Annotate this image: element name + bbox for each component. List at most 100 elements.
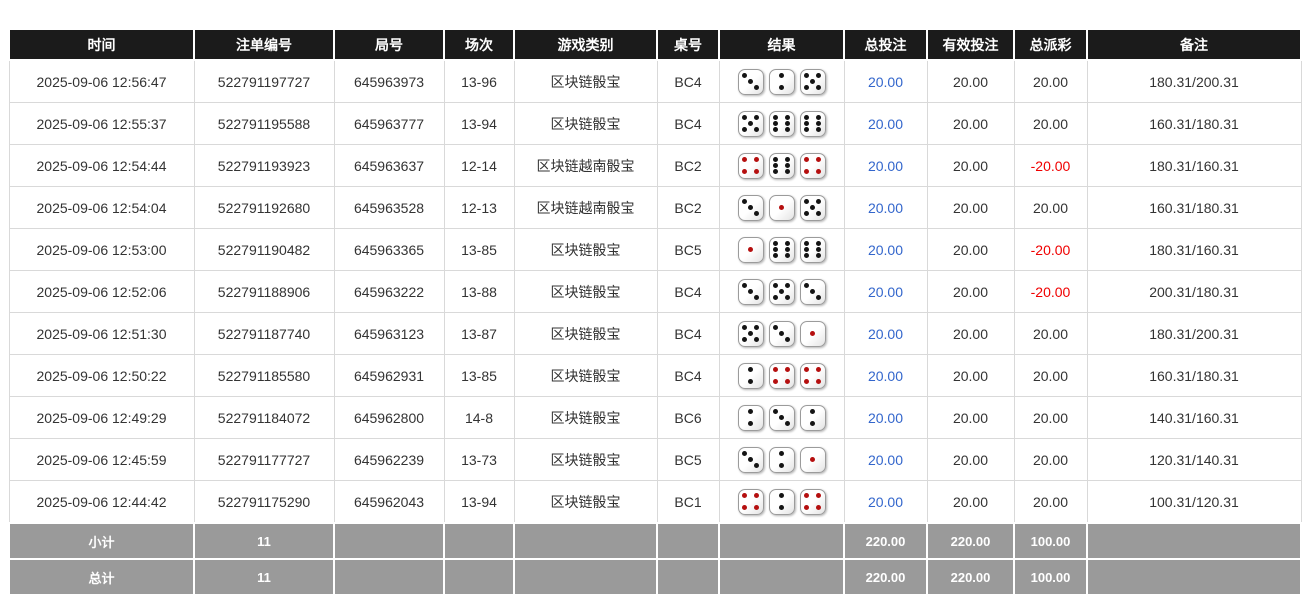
table-row: 2025-09-06 12:49:29 522791184072 645962800… bbox=[8, 396, 1302, 439]
total-bet-link[interactable]: 20.00 bbox=[843, 270, 928, 313]
die-face-4 bbox=[737, 488, 764, 515]
cell-time: 2025-09-06 12:55:37 bbox=[8, 102, 195, 145]
cell-total_payout: 20.00 bbox=[1013, 396, 1088, 439]
cell-remark: 180.31/200.31 bbox=[1086, 59, 1302, 103]
die-face-3 bbox=[737, 446, 764, 473]
cell-time: 2025-09-06 12:54:04 bbox=[8, 186, 195, 229]
total-remark bbox=[1086, 558, 1302, 596]
subtotal-total_payout: 100.00 bbox=[1013, 522, 1088, 560]
total-bet-link[interactable]: 20.00 bbox=[843, 59, 928, 103]
cell-total_payout: 20.00 bbox=[1013, 186, 1088, 229]
die-face-6 bbox=[768, 110, 795, 137]
total-bet-link[interactable]: 20.00 bbox=[843, 186, 928, 229]
subtotal-remark bbox=[1086, 522, 1302, 560]
total-round_no bbox=[333, 558, 445, 596]
total-bet-link[interactable]: 20.00 bbox=[843, 102, 928, 145]
cell-game_type: 区块链骰宝 bbox=[513, 270, 658, 313]
cell-game_type: 区块链骰宝 bbox=[513, 480, 658, 524]
header-row: 时间 注单编号 局号 场次 游戏类别 桌号 结果 总投注 有效投注 总派彩 备注 bbox=[8, 28, 1302, 61]
cell-time: 2025-09-06 12:51:30 bbox=[8, 312, 195, 355]
subtotal-valid_bet: 220.00 bbox=[926, 522, 1015, 560]
die-face-6 bbox=[768, 236, 795, 263]
cell-bet_no: 522791193923 bbox=[193, 144, 335, 187]
cell-result bbox=[718, 228, 845, 271]
cell-bet_no: 522791175290 bbox=[193, 480, 335, 524]
table-row: 2025-09-06 12:50:22 522791185580 645962931… bbox=[8, 354, 1302, 397]
die-face-3 bbox=[768, 404, 795, 431]
cell-game_type: 区块链骰宝 bbox=[513, 102, 658, 145]
column-header-total_payout: 总派彩 bbox=[1013, 28, 1088, 61]
die-face-1 bbox=[768, 194, 795, 221]
cell-game_type: 区块链骰宝 bbox=[513, 228, 658, 271]
total-bet-link[interactable]: 20.00 bbox=[843, 396, 928, 439]
cell-result bbox=[718, 144, 845, 187]
column-header-session: 场次 bbox=[443, 28, 515, 61]
bet-records-table: 时间 注单编号 局号 场次 游戏类别 桌号 结果 总投注 有效投注 总派彩 备注 2025-09-0… bbox=[8, 28, 1302, 596]
cell-bet_no: 522791190482 bbox=[193, 228, 335, 271]
cell-valid_bet: 20.00 bbox=[926, 144, 1015, 187]
cell-valid_bet: 20.00 bbox=[926, 186, 1015, 229]
table-row: 2025-09-06 12:53:00 522791190482 645963365… bbox=[8, 228, 1302, 271]
cell-round_no: 645963973 bbox=[333, 59, 445, 103]
table-body: 2025-09-06 12:56:47 522791197727 645963973… bbox=[8, 59, 1302, 524]
cell-result bbox=[718, 354, 845, 397]
cell-bet_no: 522791188906 bbox=[193, 270, 335, 313]
total-bet-link[interactable]: 20.00 bbox=[843, 228, 928, 271]
cell-time: 2025-09-06 12:45:59 bbox=[8, 438, 195, 481]
die-face-2 bbox=[737, 404, 764, 431]
cell-result bbox=[718, 59, 845, 103]
cell-session: 13-85 bbox=[443, 228, 515, 271]
die-face-5 bbox=[799, 68, 826, 95]
cell-table_no: BC4 bbox=[656, 270, 720, 313]
total-bet-link[interactable]: 20.00 bbox=[843, 312, 928, 355]
cell-time: 2025-09-06 12:44:42 bbox=[8, 480, 195, 524]
subtotal-result bbox=[718, 522, 845, 560]
die-face-5 bbox=[737, 110, 764, 137]
die-face-1 bbox=[737, 236, 764, 263]
table-row: 2025-09-06 12:44:42 522791175290 645962043… bbox=[8, 480, 1302, 524]
cell-game_type: 区块链骰宝 bbox=[513, 312, 658, 355]
cell-bet_no: 522791185580 bbox=[193, 354, 335, 397]
cell-result bbox=[718, 480, 845, 524]
total-bet-link[interactable]: 20.00 bbox=[843, 144, 928, 187]
cell-round_no: 645963637 bbox=[333, 144, 445, 187]
table-row: 2025-09-06 12:45:59 522791177727 645962239… bbox=[8, 438, 1302, 481]
die-face-3 bbox=[737, 194, 764, 221]
dice-result bbox=[720, 446, 844, 473]
cell-time: 2025-09-06 12:53:00 bbox=[8, 228, 195, 271]
subtotal-bet_no: 11 bbox=[193, 522, 335, 560]
subtotal-table_no bbox=[656, 522, 720, 560]
cell-valid_bet: 20.00 bbox=[926, 228, 1015, 271]
cell-valid_bet: 20.00 bbox=[926, 438, 1015, 481]
column-header-bet_no: 注单编号 bbox=[193, 28, 335, 61]
cell-total_payout: 20.00 bbox=[1013, 438, 1088, 481]
column-header-table_no: 桌号 bbox=[656, 28, 720, 61]
dice-result bbox=[720, 278, 844, 305]
cell-bet_no: 522791177727 bbox=[193, 438, 335, 481]
total-bet-link[interactable]: 20.00 bbox=[843, 438, 928, 481]
die-face-4 bbox=[768, 362, 795, 389]
total-bet-link[interactable]: 20.00 bbox=[843, 480, 928, 524]
cell-session: 13-87 bbox=[443, 312, 515, 355]
cell-remark: 180.31/160.31 bbox=[1086, 228, 1302, 271]
die-face-4 bbox=[799, 152, 826, 179]
cell-result bbox=[718, 186, 845, 229]
cell-session: 13-88 bbox=[443, 270, 515, 313]
total-result bbox=[718, 558, 845, 596]
cell-table_no: BC4 bbox=[656, 102, 720, 145]
total-bet-link[interactable]: 20.00 bbox=[843, 354, 928, 397]
cell-remark: 100.31/120.31 bbox=[1086, 480, 1302, 524]
die-face-2 bbox=[768, 68, 795, 95]
cell-table_no: BC6 bbox=[656, 396, 720, 439]
cell-total_payout: -20.00 bbox=[1013, 144, 1088, 187]
subtotal-total_bet: 220.00 bbox=[843, 522, 928, 560]
table-row: 2025-09-06 12:54:44 522791193923 645963637… bbox=[8, 144, 1302, 187]
cell-valid_bet: 20.00 bbox=[926, 270, 1015, 313]
cell-bet_no: 522791184072 bbox=[193, 396, 335, 439]
column-header-remark: 备注 bbox=[1086, 28, 1302, 61]
cell-total_payout: 20.00 bbox=[1013, 480, 1088, 524]
cell-session: 14-8 bbox=[443, 396, 515, 439]
die-face-5 bbox=[768, 278, 795, 305]
cell-game_type: 区块链越南骰宝 bbox=[513, 144, 658, 187]
cell-session: 13-96 bbox=[443, 59, 515, 103]
